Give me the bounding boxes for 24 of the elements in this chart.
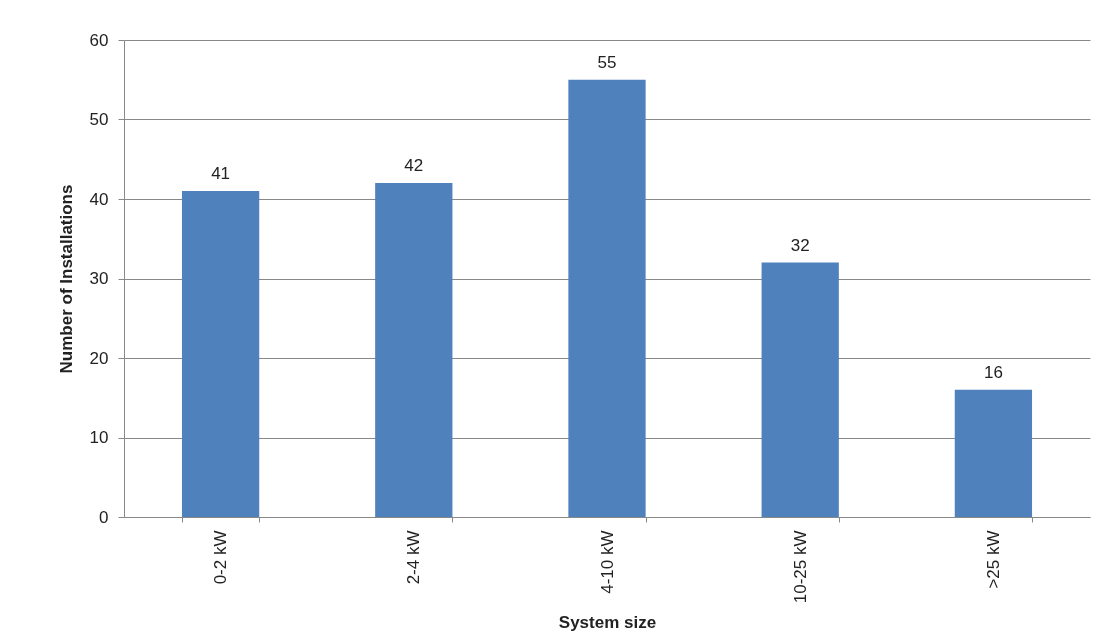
- x-tick-label: 2-4 kW: [404, 530, 424, 585]
- bar: [568, 79, 646, 517]
- x-tick-label: 4-10 kW: [597, 530, 617, 594]
- data-label: 16: [983, 362, 1003, 382]
- data-label: 55: [597, 52, 617, 72]
- y-tick-label: 40: [89, 189, 109, 209]
- bar: [954, 389, 1033, 517]
- y-tick-label: 20: [89, 348, 109, 368]
- data-label: 41: [211, 164, 231, 184]
- data-label: 42: [404, 156, 424, 176]
- x-axis-title: System size: [558, 613, 657, 633]
- y-tick-label: 10: [89, 428, 109, 447]
- x-tick-label: 0-2 kW: [211, 530, 231, 585]
- x-tick-label: 10-25 kW: [790, 530, 810, 604]
- y-axis-title: Number of Installations: [56, 184, 76, 374]
- y-tick-label: 50: [89, 110, 109, 129]
- y-tick-label: 0: [99, 507, 109, 527]
- bar: [181, 191, 260, 517]
- bar: [761, 262, 839, 517]
- y-tick-label: 30: [89, 269, 109, 288]
- data-label: 32: [790, 235, 810, 255]
- bar: [375, 183, 453, 517]
- x-tick-label: >25 kW: [983, 530, 1003, 589]
- y-tick-label: 60: [89, 30, 109, 50]
